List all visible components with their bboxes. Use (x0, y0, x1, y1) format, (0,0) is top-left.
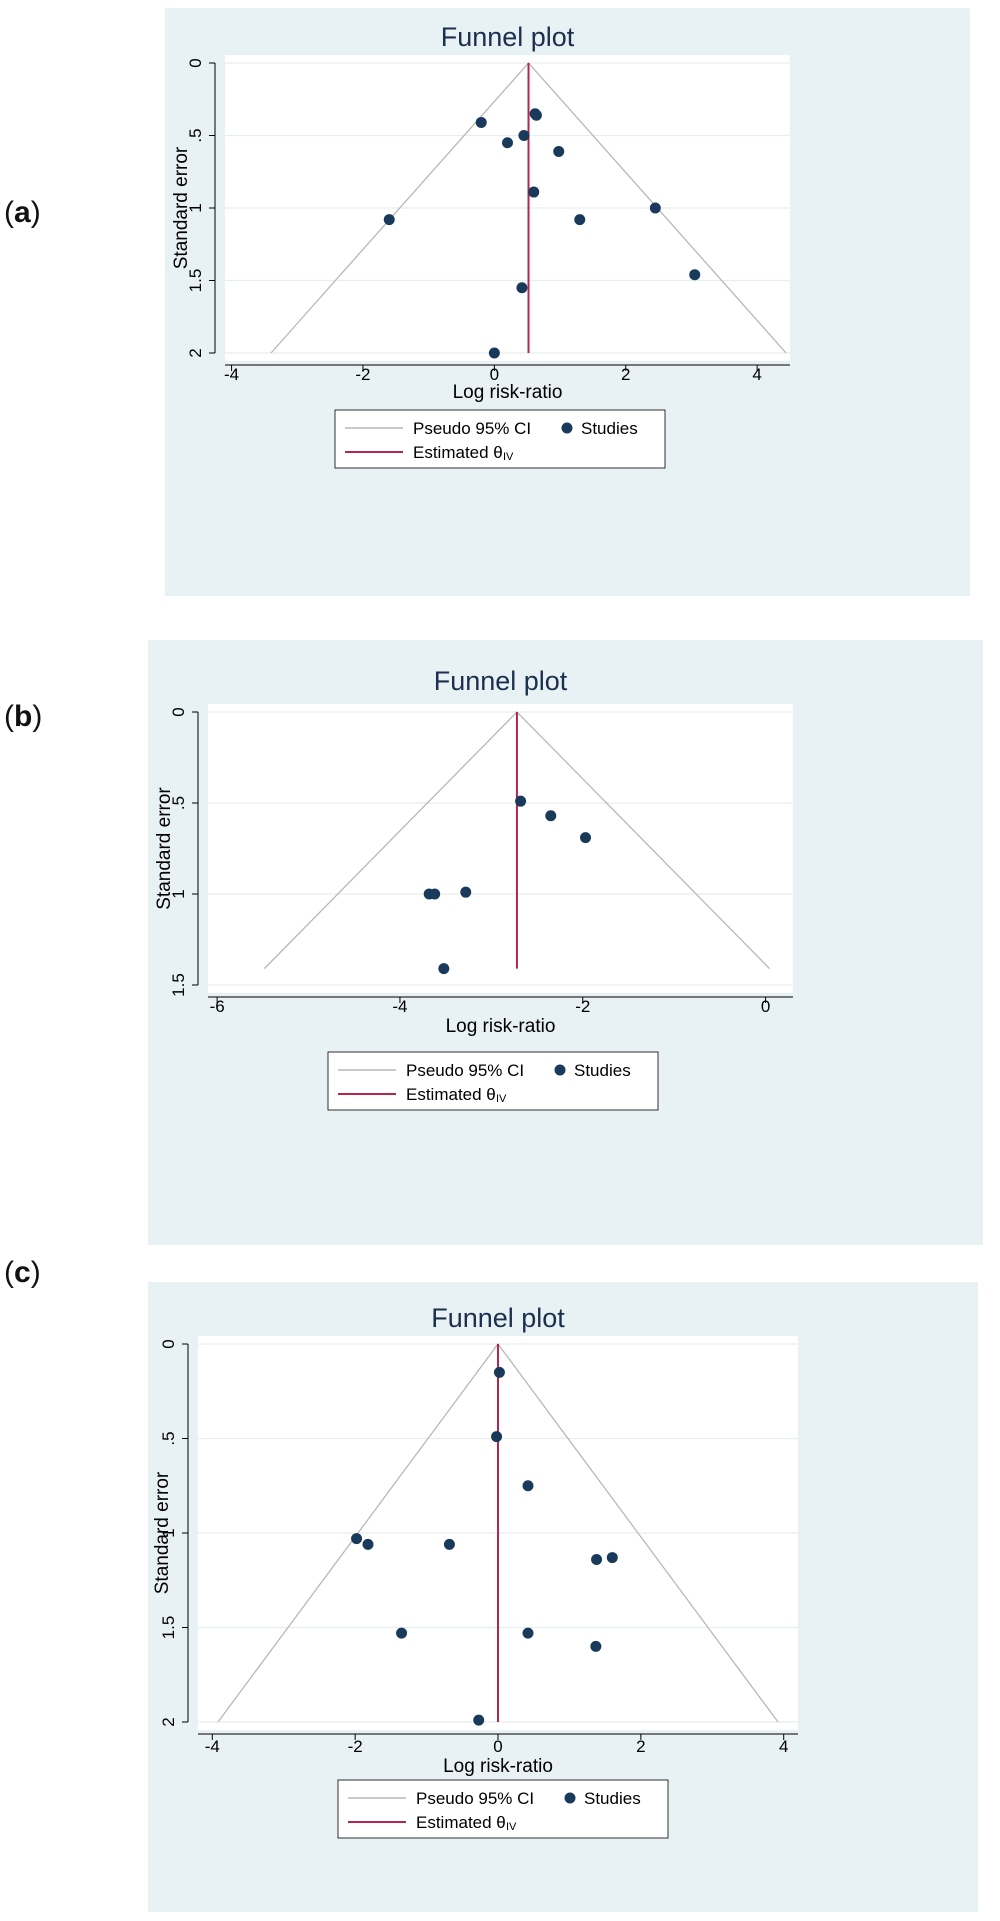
chart-c-point-7 (606, 1552, 618, 1564)
chart-a-point-9 (649, 202, 661, 214)
chart-c-xtick-label-3: 2 (636, 1737, 645, 1756)
chart-a-xtick-label-0: -4 (224, 365, 239, 384)
chart-b-xtick-label-1: -4 (392, 997, 407, 1016)
funnel-plot-c: 0 .5 1 1.5 2 -4 -2 0 2 4 Funnel plot Standard error… (152, 1303, 798, 1839)
panel-label-c: (c) (4, 1256, 41, 1289)
chart-c-xlabel: Log risk-ratio (443, 1756, 553, 1777)
chart-b-legend-studies-label: Studies (574, 1061, 631, 1080)
chart-a-point-6 (528, 186, 540, 198)
chart-a-point-4 (518, 130, 530, 141)
chart-c-legend-ci-label: Pseudo 95% CI (416, 1789, 534, 1808)
panel-c: 0 .5 1 1.5 2 -4 -2 0 2 4 Funnel plot Standard error… (148, 1282, 978, 1912)
chart-c-point-6 (591, 1553, 603, 1565)
chart-c-point-2 (522, 1480, 534, 1492)
chart-a-legend-estimate-sub: IV (503, 451, 514, 463)
panel-a: 0 .5 1 1.5 2 -4 -2 0 2 4 Funnel plot Standard error… (165, 8, 970, 596)
chart-b-plot-area (208, 704, 793, 993)
chart-a-point-5 (553, 145, 565, 157)
chart-b-point-0 (515, 795, 527, 807)
chart-c-ytick-label-3: 1.5 (159, 1616, 178, 1640)
chart-a-legend-studies-label: Studies (581, 419, 638, 438)
chart-a-xtick-label-1: -2 (355, 365, 370, 384)
panel-b: 0 .5 1 1.5 -6 -4 -2 0 Funnel plot Standard error L… (148, 640, 983, 1245)
chart-c-ylabel: Standard error (152, 1471, 173, 1594)
chart-c-legend-estimate-label: Estimated θ (416, 1813, 506, 1832)
chart-a-point-0 (475, 116, 487, 128)
chart-c-legend-studies-label: Studies (584, 1789, 641, 1808)
chart-c-ytick-label-2: 1 (159, 1528, 178, 1537)
chart-b-legend-estimate-label: Estimated θ (406, 1085, 496, 1104)
chart-c-xtick-label-1: -2 (348, 1737, 363, 1756)
chart-c-point-1 (491, 1431, 503, 1443)
funnel-plot-a: 0 .5 1 1.5 2 -4 -2 0 2 4 Funnel plot Standard error… (171, 22, 790, 469)
chart-b-point-4 (429, 888, 441, 900)
chart-c-point-4 (362, 1538, 374, 1550)
chart-a-point-3 (502, 137, 513, 149)
chart-b-xlabel: Log risk-ratio (446, 1016, 556, 1037)
chart-c-legend-estimate-sub: IV (506, 1821, 517, 1833)
chart-a-ytick-label-3: 1.5 (186, 269, 205, 293)
chart-a-ytick-label-2: 1 (186, 203, 205, 212)
chart-c-point-10 (590, 1640, 602, 1652)
chart-a-point-12 (488, 347, 500, 359)
chart-c-ytick-label-0: 0 (159, 1339, 178, 1348)
chart-a-legend-box (334, 409, 666, 469)
chart-b-ytick-label-2: 1 (169, 889, 188, 898)
chart-a-title: Funnel plot (441, 22, 575, 52)
chart-c-point-9 (522, 1627, 534, 1639)
chart-b-legend-studies-swatch (554, 1064, 566, 1076)
chart-b-legend-box (327, 1051, 659, 1111)
chart-a-ytick-label-4: 2 (186, 348, 205, 357)
chart-b-xtick-label-2: -2 (575, 997, 590, 1016)
chart-c-xtick-label-2: 0 (493, 1737, 502, 1756)
chart-c-legend-studies-swatch (564, 1792, 576, 1804)
chart-b-ytick-label-0: 0 (169, 707, 188, 716)
chart-c-point-11 (473, 1714, 485, 1726)
chart-a-point-2 (530, 109, 542, 121)
chart-b-title: Funnel plot (434, 666, 568, 696)
chart-a-point-7 (383, 214, 395, 226)
chart-b-legend-ci-label: Pseudo 95% CI (406, 1061, 524, 1080)
chart-a-point-8 (574, 214, 586, 226)
chart-b-point-1 (545, 810, 557, 822)
panel-label-b: (b) (4, 700, 43, 733)
chart-b-ytick-label-1: .5 (169, 796, 188, 810)
chart-b-legend-estimate-sub: IV (496, 1093, 507, 1105)
chart-a-point-11 (516, 282, 528, 294)
chart-c-title: Funnel plot (431, 1303, 565, 1333)
chart-a-legend-ci-label: Pseudo 95% CI (413, 419, 531, 438)
chart-b-point-5 (460, 886, 472, 898)
chart-c-point-3 (351, 1533, 363, 1545)
chart-a-legend-studies-swatch (561, 422, 573, 434)
chart-c-point-8 (396, 1627, 408, 1639)
chart-a-ytick-label-1: .5 (186, 128, 205, 142)
panel-label-a: (a) (4, 196, 41, 229)
chart-c-xtick-label-0: -4 (205, 1737, 220, 1756)
chart-a-legend-estimate-label: Estimated θ (413, 443, 503, 462)
chart-a-xlabel: Log risk-ratio (453, 382, 563, 403)
chart-b-xtick-label-0: -6 (210, 997, 225, 1016)
chart-a-xtick-label-2: 0 (490, 365, 499, 384)
chart-c-legend-box (337, 1779, 669, 1839)
funnel-plot-b: 0 .5 1 1.5 -6 -4 -2 0 Funnel plot Standard error L… (154, 666, 793, 1111)
chart-a-ytick-label-0: 0 (186, 58, 205, 67)
chart-c-ytick-label-1: .5 (159, 1431, 178, 1445)
chart-c-ytick-label-4: 2 (159, 1717, 178, 1726)
chart-b-point-6 (438, 963, 450, 975)
chart-a-xtick-label-4: 4 (752, 365, 761, 384)
chart-b-xtick-label-3: 0 (761, 997, 770, 1016)
chart-c-xtick-label-4: 4 (779, 1737, 788, 1756)
chart-b-ytick-label-3: 1.5 (169, 973, 188, 997)
chart-b-ylabel: Standard error (154, 787, 175, 910)
chart-a-point-10 (689, 269, 701, 281)
chart-c-point-5 (443, 1538, 455, 1550)
chart-a-ylabel: Standard error (171, 146, 192, 269)
chart-a-xtick-label-3: 2 (621, 365, 630, 384)
chart-c-point-0 (493, 1366, 505, 1378)
chart-b-point-2 (580, 832, 592, 844)
